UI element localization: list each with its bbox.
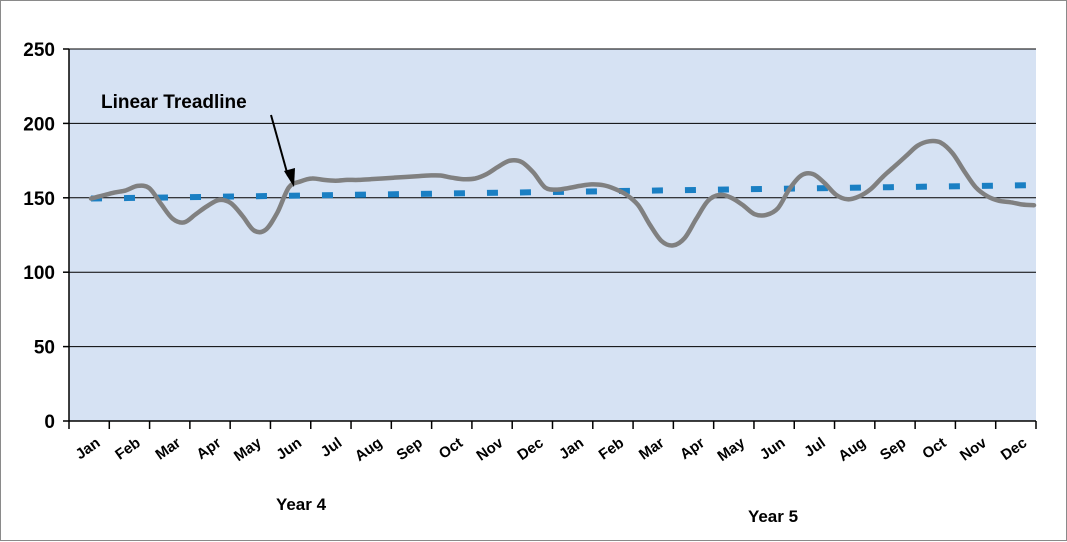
x-tick-label-2: Mar: [152, 434, 184, 463]
x-tick-label-0: Jan: [73, 434, 104, 463]
y-tick-label-50: 50: [34, 338, 55, 359]
x-tick-label-6: Jul: [318, 434, 346, 460]
x-tick-label-19: Aug: [835, 434, 869, 465]
x-tick-label-3: Apr: [193, 434, 224, 463]
annotation-arrow-line: [270, 114, 289, 177]
annotation-arrow-head: [284, 168, 295, 187]
x-tick-label-1: Feb: [112, 434, 144, 463]
x-tick-label-16: May: [714, 434, 748, 465]
x-tick-label-21: Oct: [919, 434, 949, 462]
plot-area: [69, 49, 1036, 421]
y-tick-label-200: 200: [23, 114, 55, 135]
group-label-1: Year 5: [748, 507, 798, 526]
x-tick-label-13: Feb: [596, 434, 628, 463]
group-label-0: Year 4: [276, 495, 327, 514]
series-trendline: [90, 182, 1035, 202]
y-tick-label-250: 250: [23, 40, 55, 61]
x-tick-label-5: Jun: [273, 434, 305, 463]
x-tick-label-15: Apr: [677, 434, 708, 463]
x-tick-label-11: Dec: [514, 434, 546, 464]
x-tick-label-7: Aug: [352, 434, 386, 465]
x-tick-label-17: Jun: [757, 434, 789, 463]
x-tick-label-23: Dec: [998, 434, 1030, 464]
y-tick-label-0: 0: [44, 412, 55, 433]
x-tick-label-18: Jul: [801, 434, 829, 460]
x-tick-label-12: Jan: [556, 434, 587, 463]
x-tick-label-20: Sep: [877, 434, 909, 464]
x-tick-label-9: Oct: [436, 434, 466, 462]
y-tick-label-150: 150: [23, 189, 55, 210]
y-tick-label-100: 100: [23, 263, 55, 284]
annotation-trendline-label: Linear Treadline: [101, 92, 247, 113]
series-monthly-line: [88, 138, 1037, 248]
x-tick-label-22: Nov: [957, 434, 991, 465]
x-tick-label-10: Nov: [473, 434, 507, 465]
x-tick-label-14: Mar: [636, 434, 668, 463]
x-tick-label-4: May: [231, 434, 265, 465]
x-tick-label-8: Sep: [393, 434, 425, 464]
